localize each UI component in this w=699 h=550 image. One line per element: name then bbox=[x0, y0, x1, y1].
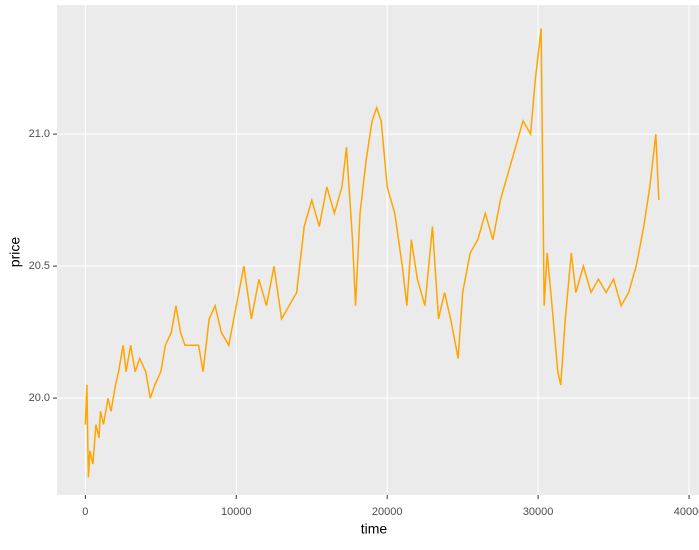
price-line bbox=[84, 28, 660, 478]
panel bbox=[57, 5, 699, 495]
x-tick-label: 40000 bbox=[674, 506, 699, 518]
y-axis-title: price bbox=[7, 237, 23, 268]
y-tick-label: 20.0 bbox=[29, 392, 50, 404]
x-tick-label: 10000 bbox=[221, 506, 252, 518]
y-tick-label: 20.5 bbox=[29, 260, 50, 272]
x-axis-title: time bbox=[361, 521, 388, 537]
x-tick-label: 20000 bbox=[372, 506, 403, 518]
x-tick-label: 30000 bbox=[523, 506, 554, 518]
x-tick-label: 0 bbox=[82, 506, 88, 518]
y-tick-label: 21.0 bbox=[29, 128, 50, 140]
